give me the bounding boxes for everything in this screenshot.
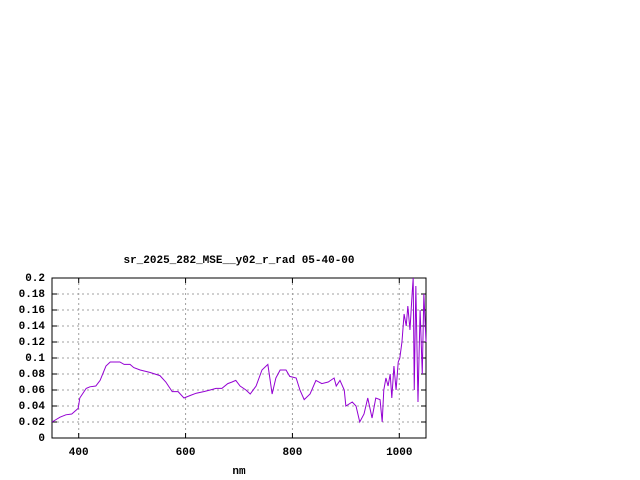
- x-tick-label: 800: [283, 447, 303, 459]
- plot-frame: [51, 277, 427, 439]
- y-tick-label: 0.02: [19, 417, 45, 429]
- y-tick-label: 0.1: [25, 353, 45, 365]
- y-tick-label: 0.2: [25, 273, 45, 285]
- y-tick-label: 0.14: [19, 321, 46, 333]
- y-tick-label: 0: [38, 433, 45, 445]
- y-tick-label: 0.08: [19, 369, 46, 381]
- y-tick-label: 0.12: [19, 337, 45, 349]
- y-tick-label: 0.16: [19, 305, 45, 317]
- x-axis-label: nm: [232, 466, 246, 478]
- y-tick-label: 0.18: [19, 289, 46, 301]
- chart-title: sr_2025_282_MSE__y02_r_rad 05-40-00: [123, 255, 354, 267]
- x-tick-label: 1000: [386, 447, 412, 459]
- x-tick-label: 600: [176, 447, 196, 459]
- y-tick-label: 0.06: [19, 385, 45, 397]
- y-tick-label: 0.04: [19, 401, 46, 413]
- data-line: [51, 277, 427, 424]
- x-tick-label: 400: [69, 447, 89, 459]
